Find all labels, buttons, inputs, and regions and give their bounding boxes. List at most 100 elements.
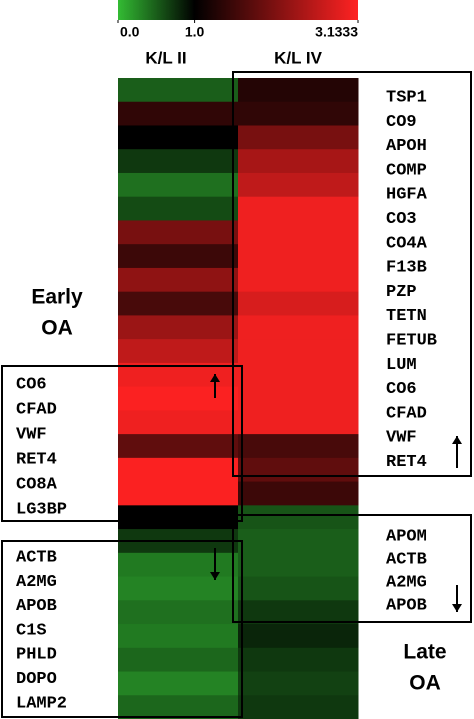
protein-label: CO6: [16, 375, 47, 394]
heatmap-cell: [238, 125, 359, 150]
heatmap-cell: [118, 291, 239, 316]
group-box: [232, 514, 472, 623]
heatmap-cell: [118, 600, 239, 625]
heatmap-cell: [238, 481, 359, 506]
protein-label: PHLD: [16, 646, 57, 665]
heatmap-cell: [238, 457, 359, 483]
column-header: K/L IV: [274, 48, 323, 67]
heatmap-cell: [238, 505, 359, 530]
heatmap-cell: [238, 647, 359, 673]
heatmap-cell: [238, 386, 359, 411]
heatmap-cell: [118, 434, 239, 459]
heatmap-cell: [238, 291, 359, 316]
heatmap-cell: [238, 78, 359, 103]
protein-label: COMP: [386, 161, 427, 180]
heatmap-cell: [238, 434, 359, 459]
protein-label: ACTB: [16, 548, 57, 567]
protein-label: ACTB: [386, 550, 427, 569]
heatmap-cell: [118, 481, 239, 506]
stage-label: Early: [31, 286, 83, 309]
heatmap-cell: [118, 624, 239, 649]
protein-label: LUM: [386, 356, 417, 375]
protein-label: APOB: [386, 596, 427, 615]
heatmap-cell: [238, 695, 359, 719]
protein-label: F13B: [386, 259, 427, 278]
group-box: [1, 540, 243, 718]
protein-label: TETN: [386, 307, 427, 326]
protein-label: CO9: [386, 113, 417, 132]
protein-label: APOB: [16, 597, 57, 616]
heatmap-cell: [118, 339, 239, 364]
heatmap-cell: [118, 695, 239, 719]
protein-label: CO4A: [386, 234, 428, 253]
heatmap-cell: [118, 386, 239, 411]
heatmap-cell: [238, 624, 359, 649]
heatmap-cell: [118, 244, 239, 269]
protein-label: VWF: [386, 429, 417, 448]
protein-label: DOPO: [16, 670, 57, 689]
heatmap-cell: [118, 172, 239, 198]
direction-arrowhead: [452, 604, 462, 612]
group-box: [232, 71, 472, 477]
stage-label: Late: [403, 641, 446, 664]
protein-label: TSP1: [386, 88, 427, 107]
protein-label: HGFA: [386, 186, 428, 205]
heatmap-cell: [118, 410, 239, 435]
heatmap-cell: [118, 101, 239, 126]
heatmap-cell: [238, 267, 359, 293]
protein-label: CO8A: [16, 475, 58, 494]
heatmap-cell: [118, 505, 239, 530]
protein-label: FETUB: [386, 331, 437, 350]
heatmap-cell: [238, 529, 359, 554]
group-box: [1, 365, 243, 522]
heatmap-cell: [118, 267, 239, 293]
heatmap-cell: [118, 196, 239, 221]
protein-label: PZP: [386, 283, 417, 302]
heatmap-cell: [118, 457, 239, 483]
heatmap-cell: [238, 149, 359, 174]
protein-label: CO6: [386, 380, 417, 399]
heatmap-cell: [118, 647, 239, 673]
stage-label: OA: [41, 317, 73, 340]
heatmap-cell: [118, 78, 239, 103]
heatmap-cell: [238, 600, 359, 625]
protein-label: A2MG: [16, 573, 57, 592]
heatmap-cell: [118, 315, 239, 340]
heatmap-cell: [118, 125, 239, 150]
protein-label: LAMP2: [16, 694, 67, 713]
heatmap-cell: [238, 315, 359, 340]
protein-label: LG3BP: [16, 500, 67, 519]
heatmap-cell: [238, 362, 359, 388]
protein-label: C1S: [16, 621, 47, 640]
protein-label: APOM: [386, 527, 427, 546]
column-header: K/L II: [145, 48, 186, 67]
protein-label: APOH: [386, 137, 427, 156]
heatmap-cell: [118, 220, 239, 245]
heatmap-cell: [238, 671, 359, 696]
colorbar-tick-label: 0.0: [120, 24, 140, 40]
heatmap-cell: [118, 671, 239, 696]
direction-arrowhead: [210, 572, 220, 580]
heatmap-cell: [238, 220, 359, 245]
heatmap-cell: [118, 552, 239, 578]
colorbar-tick-label: 3.1333: [315, 24, 358, 40]
colorbar-tick-label: 1.0: [185, 24, 205, 40]
protein-label: CO3: [386, 210, 417, 229]
protein-label: CFAD: [16, 400, 57, 419]
colorbar: [118, 0, 358, 20]
heatmap-cell: [238, 101, 359, 126]
protein-label: A2MG: [386, 573, 427, 592]
heatmap-cell: [238, 172, 359, 198]
protein-label: RET4: [386, 453, 427, 472]
protein-label: CFAD: [386, 404, 427, 423]
heatmap-cell: [238, 410, 359, 435]
stage-label: OA: [409, 672, 441, 695]
heatmap-cell: [118, 576, 239, 601]
heatmap-cell: [238, 196, 359, 221]
heatmap-cell: [118, 149, 239, 174]
heatmap-cell: [238, 576, 359, 601]
heatmap-cell: [238, 244, 359, 269]
direction-arrowhead: [210, 374, 220, 382]
protein-label: RET4: [16, 450, 57, 469]
